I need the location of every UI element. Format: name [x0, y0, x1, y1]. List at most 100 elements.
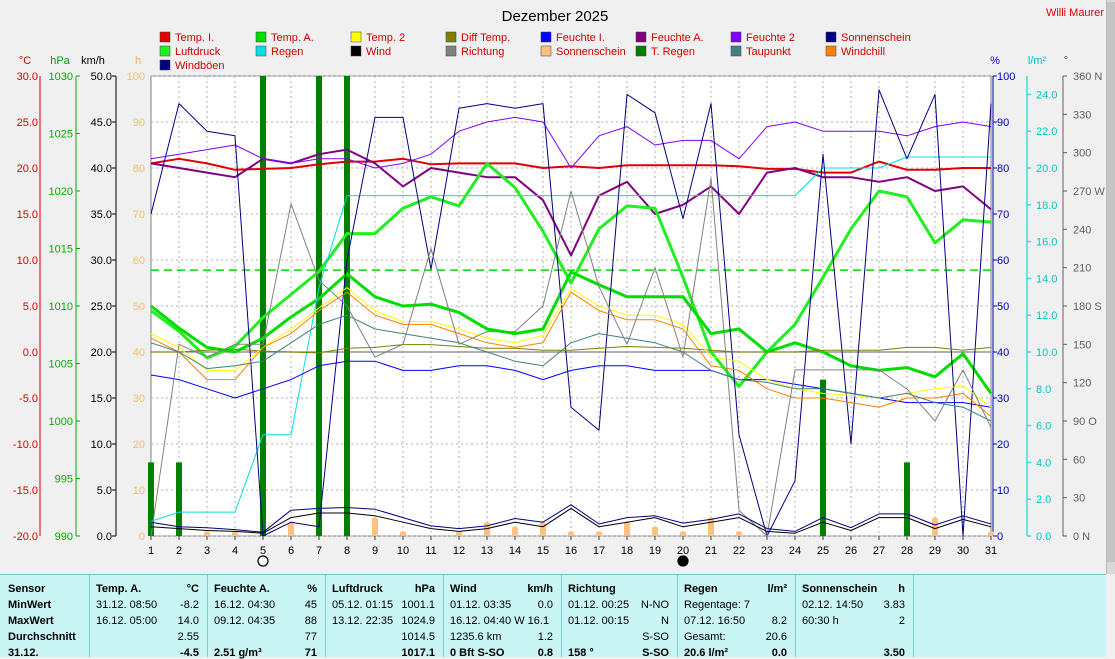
stats-cell-label: 01.12. 03:35 — [450, 599, 512, 611]
chart-title: Dezember 2025 — [502, 8, 609, 25]
rain-tick-label: 18.0 — [1036, 200, 1057, 212]
humidity-tick-label: 20 — [997, 439, 1009, 451]
wind-axis-unit: km/h — [81, 55, 105, 67]
rain-tick-label: 20.0 — [1036, 163, 1057, 175]
wind-tick-label: 25.0 — [91, 301, 112, 313]
sun-tick-label: 30 — [133, 393, 145, 405]
stats-col-sonne: Sonnenschein h 02.12. 14:50 3.83 60:30 h 2 3.5… — [796, 575, 914, 659]
humidity-tick-label: 30 — [997, 393, 1009, 405]
legend-label: Regen — [271, 46, 303, 58]
sun-tick-label: 90 — [133, 117, 145, 129]
sun-bar — [568, 531, 574, 536]
stats-cell-value: 45 — [304, 599, 317, 611]
legend-label: Temp. I. — [175, 32, 214, 44]
sun-axis-unit: h — [135, 55, 141, 67]
stats-cell-value: 0.0 — [771, 647, 787, 659]
stats-col-wind: Wind km/h 01.12. 03:35 0.0 16.12. 04:40 W 16… — [444, 575, 562, 659]
series-line-sonnenschein — [150, 89, 992, 537]
sun-bar — [708, 517, 714, 536]
x-tick-label: 2 — [176, 545, 182, 557]
x-tick-label: 16 — [565, 545, 577, 557]
rain-bar — [316, 76, 322, 536]
humidity-tick-label: 70 — [997, 209, 1009, 221]
x-tick-label: 29 — [929, 545, 941, 557]
x-tick-label: 8 — [344, 545, 350, 557]
scrollbar-thumb[interactable] — [1107, 2, 1115, 562]
stats-header: Luftdruck — [332, 583, 383, 595]
legend-label: Sonnenschein — [556, 46, 626, 58]
stats-cell-label: 2.51 g/m³ — [214, 647, 262, 659]
stats-cell-label: Regentage: 7 — [684, 599, 751, 611]
humidity-tick-label: 90 — [997, 117, 1009, 129]
x-tick-label: 12 — [453, 545, 465, 557]
legend-label: T. Regen — [651, 46, 695, 58]
wind-tick-label: 15.0 — [91, 393, 112, 405]
stats-unit: °C — [186, 583, 199, 595]
temp-tick-label: 25.0 — [17, 117, 38, 129]
stats-row-label: 31.12. — [8, 647, 39, 659]
direction-tick-label: 30 — [1073, 493, 1085, 505]
x-tick-label: 4 — [232, 545, 238, 557]
rain-tick-label: 8.0 — [1036, 384, 1051, 396]
legend-label: Sonnenschein — [841, 32, 911, 44]
rain-tick-label: 2.0 — [1036, 494, 1051, 506]
legend-label: Temp. A. — [271, 32, 314, 44]
x-tick-label: 24 — [789, 545, 801, 557]
sun-bar — [680, 531, 686, 536]
pressure-tick-label: 995 — [55, 474, 73, 486]
rain-tick-label: 10.0 — [1036, 347, 1057, 359]
legend-swatch — [445, 45, 457, 57]
new-moon-icon — [677, 555, 689, 567]
stats-unit: h — [898, 583, 905, 595]
sun-bar — [288, 522, 294, 536]
stats-cell-value: S-SO — [642, 631, 669, 643]
stats-cell-value: 20.6 — [765, 631, 787, 643]
legend-swatch — [350, 45, 362, 57]
direction-tick-label: 180 S — [1073, 301, 1102, 313]
temp-tick-label: -10.0 — [13, 439, 38, 451]
x-tick-label: 17 — [593, 545, 605, 557]
rain-tick-label: 6.0 — [1036, 421, 1051, 433]
wind-tick-label: 5.0 — [97, 485, 112, 497]
legend-swatch — [730, 31, 742, 43]
direction-tick-label: 360 N — [1073, 71, 1102, 83]
stats-cell-label: 02.12. 14:50 — [802, 599, 864, 611]
legend-label: Diff Temp. — [461, 32, 510, 44]
legend-swatch — [159, 31, 171, 43]
rain-tick-label: 24.0 — [1036, 89, 1057, 101]
x-tick-label: 22 — [733, 545, 745, 557]
legend-label: Luftdruck — [175, 46, 221, 58]
series-line-windchill — [150, 291, 992, 417]
stats-cell-value: 88 — [304, 615, 317, 627]
x-tick-label: 30 — [957, 545, 969, 557]
stats-cell-value: 0.0 — [537, 599, 553, 611]
stats-cell-label: Gesamt: — [684, 631, 726, 643]
stats-col-regen: Regen l/m² Regentage: 7 07.12. 16:50 8.2 Gesa… — [678, 575, 796, 659]
x-tick-label: 18 — [621, 545, 633, 557]
legend-swatch — [255, 45, 267, 57]
wind-tick-label: 45.0 — [91, 117, 112, 129]
humidity-axis-unit: % — [990, 55, 1000, 67]
chart-lines — [150, 89, 993, 537]
legend-swatch — [445, 31, 457, 43]
temp-tick-label: -20.0 — [13, 531, 38, 543]
stats-cell-label: 16.12. 04:40 W 16.1 — [450, 615, 550, 627]
series-line-richtung — [150, 177, 992, 537]
direction-axis-unit: ° — [1064, 55, 1068, 67]
sun-bar — [512, 526, 518, 536]
rain-bar — [904, 462, 910, 536]
x-tick-label: 6 — [288, 545, 294, 557]
x-tick-label: 15 — [537, 545, 549, 557]
vertical-scrollbar[interactable] — [1106, 0, 1115, 574]
x-tick-label: 11 — [425, 545, 436, 557]
stats-cell-label: 1235.6 km — [450, 631, 502, 643]
x-tick-label: 5 — [260, 545, 266, 557]
wind-tick-label: 40.0 — [91, 163, 112, 175]
full-moon-icon — [257, 555, 269, 567]
legend-swatch — [825, 31, 837, 43]
rain-axis-unit: l/m² — [1028, 55, 1047, 67]
stats-cell-value: 2 — [898, 615, 905, 627]
direction-tick-label: 150 — [1073, 339, 1091, 351]
sun-bar — [988, 531, 994, 536]
series-line-temp-a- — [150, 270, 993, 395]
